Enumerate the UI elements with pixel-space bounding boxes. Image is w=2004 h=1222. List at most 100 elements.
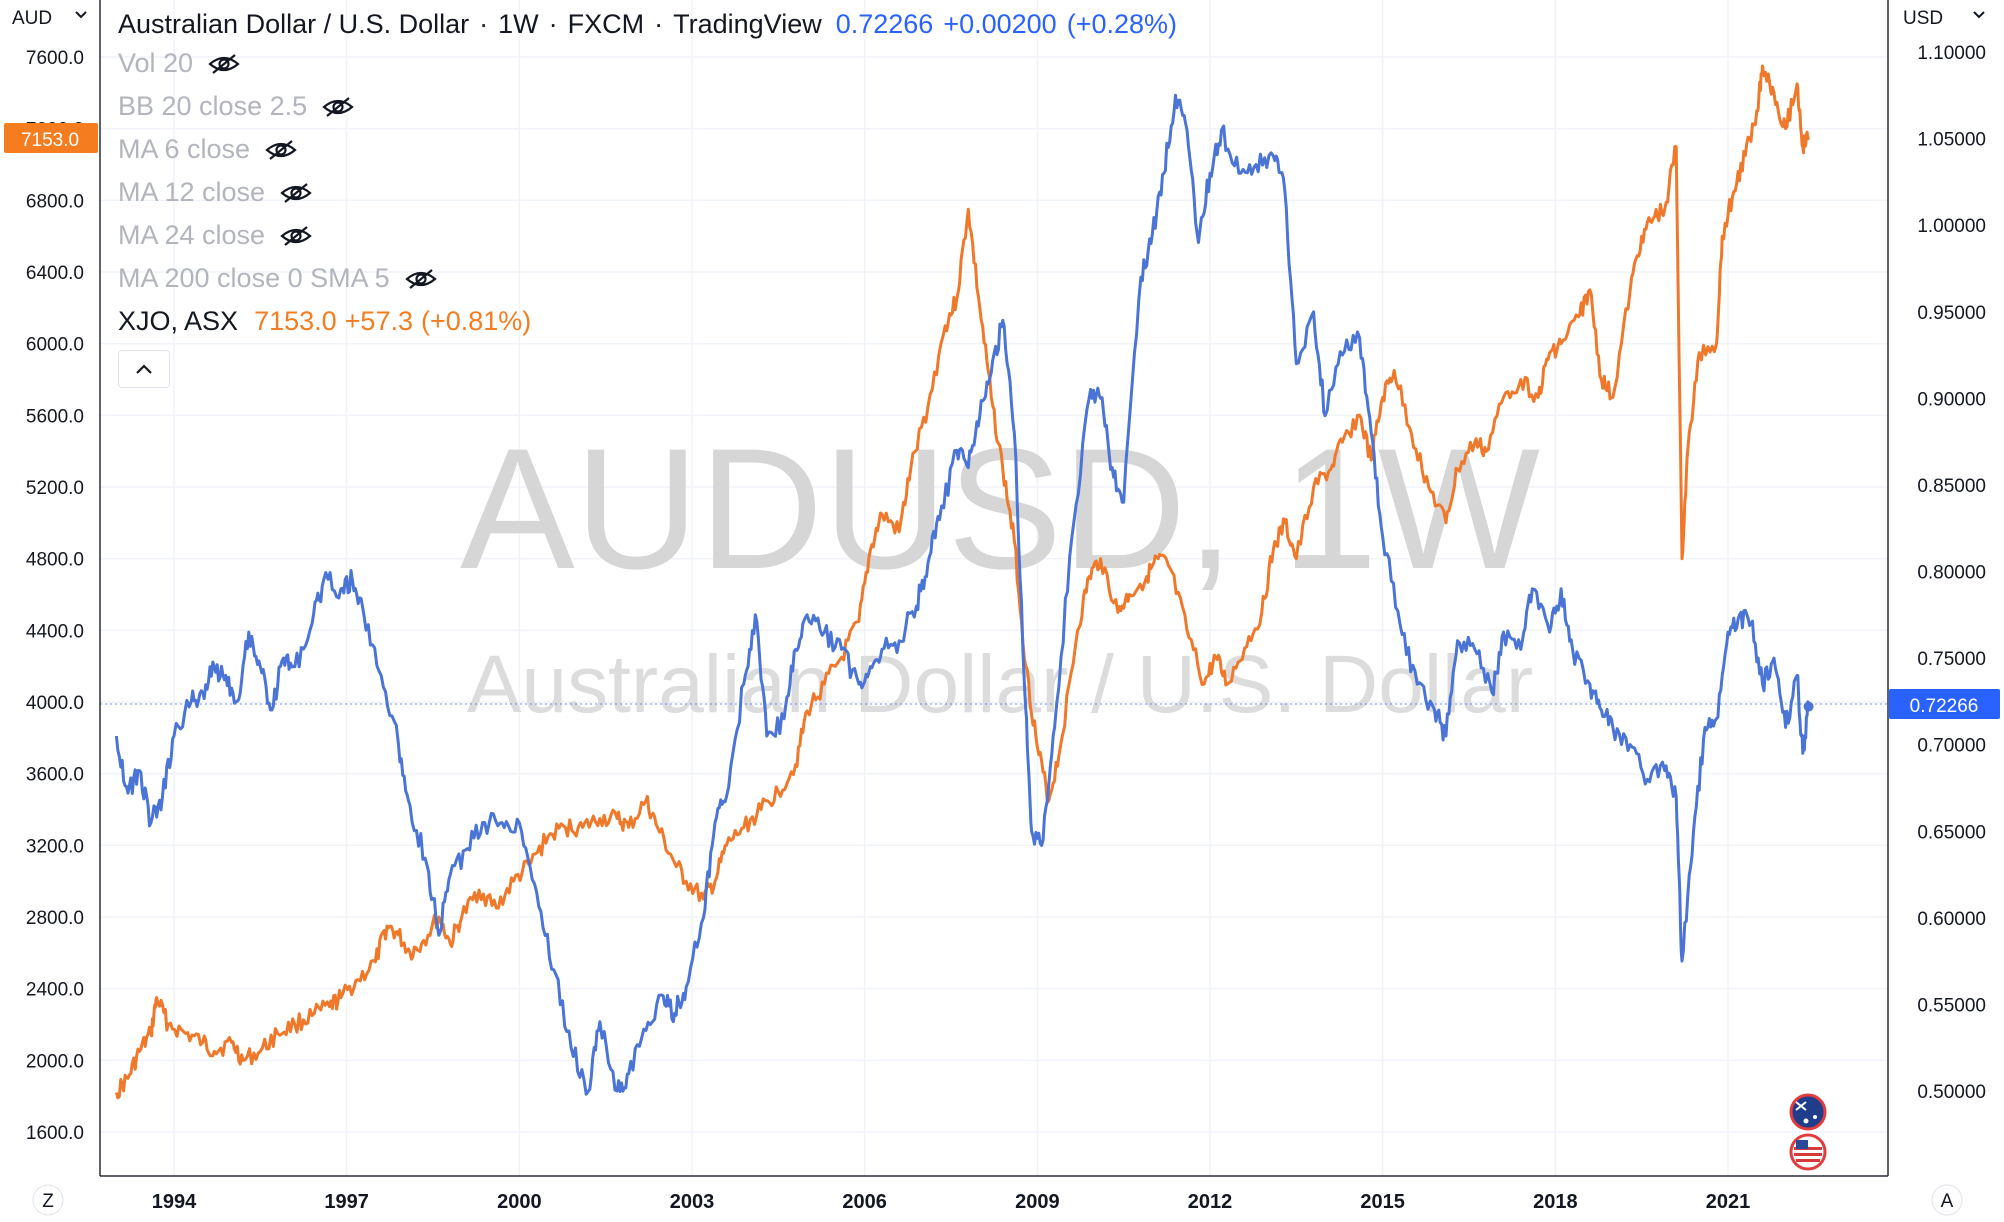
indicator-label: MA 24 close xyxy=(118,220,266,250)
indicator-label: Vol 20 xyxy=(118,48,194,78)
indicator-list: Vol 20 BB 20 close 2.5 MA 6 close MA 12 … xyxy=(118,42,1177,300)
left-currency-label[interactable]: AUD xyxy=(12,8,52,29)
hidden-eye-icon[interactable] xyxy=(279,225,313,247)
symbol-watermark: AUDUSD, 1W Australian Dollar / U.S. Doll… xyxy=(460,413,1540,730)
audusd-price-badge: 0.72266 xyxy=(1889,689,2000,719)
zoom-z-button-circle[interactable] xyxy=(32,1184,64,1216)
price-summary: 0.72266 +0.00200 (+0.28%) xyxy=(836,8,1177,40)
right-tick-label: 0.75000 xyxy=(1917,649,1986,670)
right-tick-label: 0.85000 xyxy=(1917,476,1986,497)
time-tick-label: 2021 xyxy=(1706,1191,1751,1213)
time-tick-label: 2006 xyxy=(842,1191,887,1213)
indicator-row[interactable]: MA 200 close 0 SMA 5 xyxy=(118,257,1177,300)
right-tick-label: 1.10000 xyxy=(1917,43,1986,64)
platform-label: TradingView xyxy=(673,9,822,39)
left-tick-label: 2800.0 xyxy=(26,908,84,929)
symbol-header[interactable]: Australian Dollar / U.S. Dollar · 1W · F… xyxy=(118,8,1177,40)
left-tick-label: 4000.0 xyxy=(26,693,84,714)
indicator-row[interactable]: MA 12 close xyxy=(118,171,1177,214)
xjo-series-line xyxy=(114,64,1810,1100)
right-price-scale[interactable]: 0.50000 0.55000 0.60000 0.65000 0.70000 0.750… xyxy=(1917,43,1986,1103)
exchange-label: FXCM xyxy=(567,9,645,39)
time-tick-label: 2003 xyxy=(670,1191,715,1213)
left-tick-label: 2000.0 xyxy=(26,1051,84,1072)
left-tick-label: 1600.0 xyxy=(26,1123,84,1144)
indicator-row[interactable]: Vol 20 xyxy=(118,42,1177,85)
right-tick-label: 0.60000 xyxy=(1917,909,1986,930)
indicator-label: MA 200 close 0 SMA 5 xyxy=(118,263,390,293)
time-tick-label: 1994 xyxy=(152,1191,197,1213)
zoom-z-button[interactable]: Z xyxy=(42,1191,54,1212)
separator-dot: · xyxy=(479,9,489,39)
left-tick-label: 3200.0 xyxy=(26,836,84,857)
indicator-row[interactable]: MA 24 close xyxy=(118,214,1177,257)
time-tick-label: 2000 xyxy=(497,1191,542,1213)
right-tick-label: 0.55000 xyxy=(1917,995,1986,1016)
right-currency-label[interactable]: USD xyxy=(1903,8,1943,29)
australia-flag-icon xyxy=(1789,1093,1827,1131)
indicator-label: MA 12 close xyxy=(118,177,266,207)
audusd-price-badge-text: 0.72266 xyxy=(1910,696,1979,717)
right-tick-label: 0.95000 xyxy=(1917,303,1986,324)
auto-scale-button[interactable]: A xyxy=(1941,1191,1954,1212)
hidden-eye-icon[interactable] xyxy=(264,139,298,161)
left-tick-label: 7600.0 xyxy=(26,48,84,69)
left-currency-chevron-icon[interactable] xyxy=(75,11,87,19)
left-tick-label: 3600.0 xyxy=(26,765,84,786)
axes: 1600.0 2000.0 2400.0 2800.0 3200.0 3600.0 4000… xyxy=(26,0,1986,1213)
series-layer xyxy=(114,64,1811,1100)
indicator-label: BB 20 close 2.5 xyxy=(118,91,308,121)
audusd-series-line xyxy=(114,93,1811,1096)
left-tick-label: 6800.0 xyxy=(26,191,84,212)
left-tick-label: 5600.0 xyxy=(26,406,84,427)
right-tick-label: 0.65000 xyxy=(1917,822,1986,843)
indicator-row[interactable]: BB 20 close 2.5 xyxy=(118,85,1177,128)
compare-symbol-row[interactable]: XJO, ASX 7153.0 +57.3 (+0.81%) xyxy=(118,300,1177,343)
left-tick-label: 4400.0 xyxy=(26,621,84,642)
time-tick-label: 2015 xyxy=(1360,1191,1405,1213)
indicator-row[interactable]: MA 6 close xyxy=(118,128,1177,171)
separator-dot: · xyxy=(548,9,558,39)
watermark-line2: Australian Dollar / U.S. Dollar xyxy=(467,639,1533,730)
left-tick-label: 6000.0 xyxy=(26,335,84,356)
indicator-label: MA 6 close xyxy=(118,134,251,164)
left-tick-label: 6400.0 xyxy=(26,263,84,284)
right-tick-label: 0.80000 xyxy=(1917,563,1986,584)
time-scale[interactable]: 1994 1997 2000 2003 2006 2009 2012 2015 2018 2021 xyxy=(152,1191,1751,1213)
left-price-scale[interactable]: 1600.0 2000.0 2400.0 2800.0 3200.0 3600.0 4000… xyxy=(26,48,84,1144)
symbol-title[interactable]: Australian Dollar / U.S. Dollar xyxy=(118,9,470,39)
separator-dot: · xyxy=(654,9,664,39)
right-tick-label: 1.00000 xyxy=(1917,216,1986,237)
price-change-pct: (+0.28%) xyxy=(1066,9,1178,39)
hidden-eye-icon[interactable] xyxy=(321,96,355,118)
compare-symbol-name[interactable]: XJO, ASX xyxy=(118,306,239,336)
time-tick-label: 1997 xyxy=(324,1191,369,1213)
chart-legend: Australian Dollar / U.S. Dollar · 1W · F… xyxy=(118,8,1177,343)
right-currency-chevron-icon[interactable] xyxy=(1973,11,1985,19)
hidden-eye-icon[interactable] xyxy=(404,268,438,290)
compare-change: +57.3 xyxy=(344,306,413,336)
right-tick-label: 0.50000 xyxy=(1917,1082,1986,1103)
compare-symbol-values: 7153.0 +57.3 (+0.81%) xyxy=(254,300,531,343)
collapse-legend-button[interactable] xyxy=(118,350,170,388)
compare-value: 7153.0 xyxy=(254,306,337,336)
hidden-eye-icon[interactable] xyxy=(279,182,313,204)
time-tick-label: 2009 xyxy=(1015,1191,1060,1213)
right-tick-label: 0.90000 xyxy=(1917,389,1986,410)
chevron-up-icon xyxy=(136,364,152,374)
time-tick-label: 2018 xyxy=(1533,1191,1578,1213)
right-tick-label: 1.05000 xyxy=(1917,130,1986,151)
time-tick-label: 2012 xyxy=(1188,1191,1233,1213)
interval-label[interactable]: 1W xyxy=(498,9,539,39)
right-tick-label: 0.70000 xyxy=(1917,736,1986,757)
usa-flag-icon xyxy=(1789,1133,1827,1171)
left-tick-label: 4800.0 xyxy=(26,550,84,571)
price-change: +0.00200 xyxy=(943,9,1057,39)
auto-scale-button-circle[interactable] xyxy=(1931,1184,1963,1216)
hidden-eye-icon[interactable] xyxy=(207,53,241,75)
xjo-price-badge: 7153.0 xyxy=(4,123,98,153)
last-price: 0.72266 xyxy=(835,9,934,39)
xjo-price-badge-text: 7153.0 xyxy=(21,130,79,151)
live-price-dot xyxy=(1803,701,1814,712)
